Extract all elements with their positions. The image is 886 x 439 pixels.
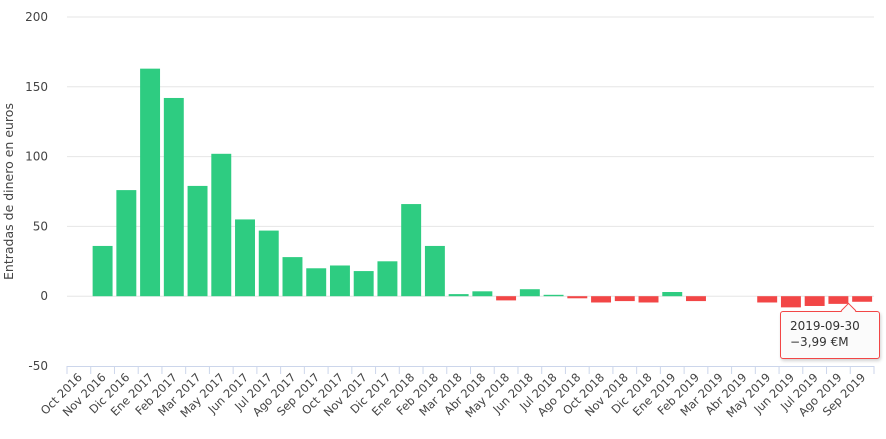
y-tick-label: 0 bbox=[40, 289, 48, 303]
bar[interactable] bbox=[282, 257, 303, 297]
y-axis-ticks: -50 0 50 100 150 200 bbox=[25, 10, 48, 373]
tooltip-value: −3,99 €M bbox=[790, 335, 849, 349]
bar[interactable] bbox=[401, 204, 422, 297]
bar[interactable] bbox=[92, 245, 113, 297]
bar[interactable] bbox=[116, 190, 137, 297]
y-tick-label: 150 bbox=[25, 80, 48, 94]
y-tick-label: 100 bbox=[25, 150, 48, 164]
x-axis-ticks bbox=[66, 366, 875, 374]
tooltip: 2019-09-30 −3,99 €M bbox=[780, 302, 880, 359]
bar[interactable] bbox=[235, 219, 255, 297]
bar[interactable] bbox=[424, 245, 445, 297]
bar[interactable] bbox=[591, 296, 612, 303]
bar[interactable] bbox=[353, 271, 374, 297]
bar[interactable] bbox=[329, 265, 350, 297]
bar[interactable] bbox=[662, 292, 683, 297]
bars bbox=[92, 68, 873, 308]
bar[interactable] bbox=[852, 296, 873, 302]
bar[interactable] bbox=[638, 296, 659, 303]
bar[interactable] bbox=[258, 230, 279, 297]
tooltip-date: 2019-09-30 bbox=[790, 319, 860, 333]
bar[interactable] bbox=[187, 185, 208, 297]
bar[interactable] bbox=[306, 268, 327, 297]
bar[interactable] bbox=[140, 68, 161, 297]
y-tick-label: -50 bbox=[28, 359, 48, 373]
bar[interactable] bbox=[686, 296, 706, 302]
y-tick-label: 50 bbox=[33, 219, 48, 233]
bar[interactable] bbox=[448, 294, 469, 297]
bar[interactable] bbox=[804, 296, 825, 306]
bar[interactable] bbox=[377, 261, 398, 297]
bar[interactable] bbox=[757, 296, 778, 303]
bar[interactable] bbox=[828, 296, 849, 304]
bar[interactable] bbox=[519, 289, 540, 297]
bar[interactable] bbox=[496, 296, 517, 301]
bar[interactable] bbox=[163, 97, 184, 297]
bar[interactable] bbox=[211, 153, 232, 297]
bar[interactable] bbox=[614, 296, 635, 302]
y-tick-label: 200 bbox=[25, 10, 48, 24]
y-axis-title: Entradas de dinero en euros bbox=[1, 103, 16, 280]
bar[interactable] bbox=[780, 296, 801, 308]
bar[interactable] bbox=[543, 294, 564, 297]
bar[interactable] bbox=[472, 291, 493, 297]
bar[interactable] bbox=[567, 296, 588, 299]
